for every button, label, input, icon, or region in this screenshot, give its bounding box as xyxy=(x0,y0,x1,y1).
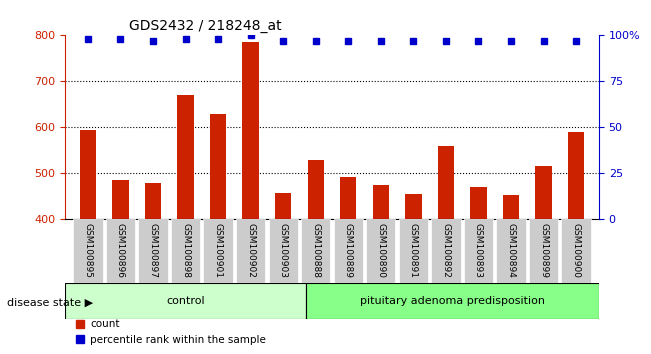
FancyBboxPatch shape xyxy=(306,283,599,319)
FancyBboxPatch shape xyxy=(65,283,306,319)
Bar xyxy=(177,95,194,219)
Bar xyxy=(145,183,161,219)
Text: GSM100896: GSM100896 xyxy=(116,223,125,278)
Bar xyxy=(210,114,227,219)
Bar xyxy=(372,185,389,219)
FancyBboxPatch shape xyxy=(203,219,233,283)
Text: GSM100889: GSM100889 xyxy=(344,223,353,278)
FancyBboxPatch shape xyxy=(74,219,103,283)
Text: GDS2432 / 218248_at: GDS2432 / 218248_at xyxy=(129,19,282,33)
Bar xyxy=(79,130,96,219)
FancyBboxPatch shape xyxy=(333,219,363,283)
Text: disease state ▶: disease state ▶ xyxy=(7,298,92,308)
FancyBboxPatch shape xyxy=(496,219,526,283)
FancyBboxPatch shape xyxy=(171,219,201,283)
FancyBboxPatch shape xyxy=(529,219,558,283)
Text: GSM100888: GSM100888 xyxy=(311,223,320,278)
Text: GSM100894: GSM100894 xyxy=(506,223,516,278)
Text: GSM100891: GSM100891 xyxy=(409,223,418,278)
Legend: count, percentile rank within the sample: count, percentile rank within the sample xyxy=(70,315,270,349)
FancyBboxPatch shape xyxy=(366,219,396,283)
Bar xyxy=(470,187,486,219)
Bar xyxy=(242,42,258,219)
Text: GSM100903: GSM100903 xyxy=(279,223,288,278)
Text: control: control xyxy=(166,296,205,306)
FancyBboxPatch shape xyxy=(464,219,493,283)
Bar xyxy=(112,181,128,219)
Bar xyxy=(275,193,292,219)
FancyBboxPatch shape xyxy=(139,219,168,283)
Text: GSM100901: GSM100901 xyxy=(214,223,223,278)
Text: GSM100898: GSM100898 xyxy=(181,223,190,278)
Text: GSM100902: GSM100902 xyxy=(246,223,255,278)
FancyBboxPatch shape xyxy=(236,219,266,283)
Bar xyxy=(535,166,551,219)
FancyBboxPatch shape xyxy=(105,219,135,283)
Bar xyxy=(307,160,324,219)
FancyBboxPatch shape xyxy=(431,219,461,283)
Text: GSM100890: GSM100890 xyxy=(376,223,385,278)
FancyBboxPatch shape xyxy=(561,219,591,283)
Text: pituitary adenoma predisposition: pituitary adenoma predisposition xyxy=(360,296,545,306)
Bar xyxy=(405,194,421,219)
Bar xyxy=(340,177,357,219)
Text: GSM100897: GSM100897 xyxy=(148,223,158,278)
Bar xyxy=(503,195,519,219)
FancyBboxPatch shape xyxy=(301,219,330,283)
Text: GSM100899: GSM100899 xyxy=(539,223,548,278)
Text: GSM100892: GSM100892 xyxy=(441,223,450,278)
FancyBboxPatch shape xyxy=(268,219,298,283)
Bar xyxy=(437,146,454,219)
Bar xyxy=(568,132,584,219)
Text: GSM100895: GSM100895 xyxy=(83,223,92,278)
Text: GSM100900: GSM100900 xyxy=(572,223,581,278)
FancyBboxPatch shape xyxy=(398,219,428,283)
Text: GSM100893: GSM100893 xyxy=(474,223,483,278)
